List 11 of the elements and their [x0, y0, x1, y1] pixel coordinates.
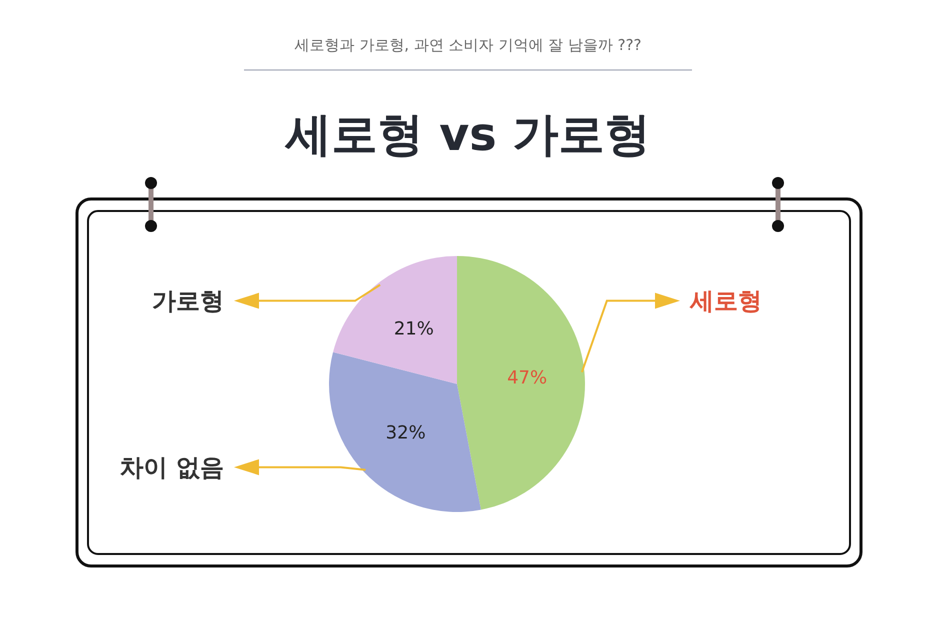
slice-label: 차이 없음: [120, 454, 224, 482]
pie-slice: [333, 256, 457, 384]
data-label: 21%: [394, 318, 434, 340]
chart-title: 세로형 vs 가로형: [284, 107, 651, 161]
pie-slice: [329, 352, 481, 512]
data-label: 32%: [386, 422, 426, 444]
data-label: 47%: [507, 368, 548, 389]
slice-label: 가로형: [152, 287, 224, 316]
pie-slice: [457, 256, 585, 510]
slice-label: 세로형: [689, 287, 762, 316]
chart-subtitle: 세로형과 가로형, 과연 소비자 기억에 잘 남을까 ???: [294, 36, 642, 54]
